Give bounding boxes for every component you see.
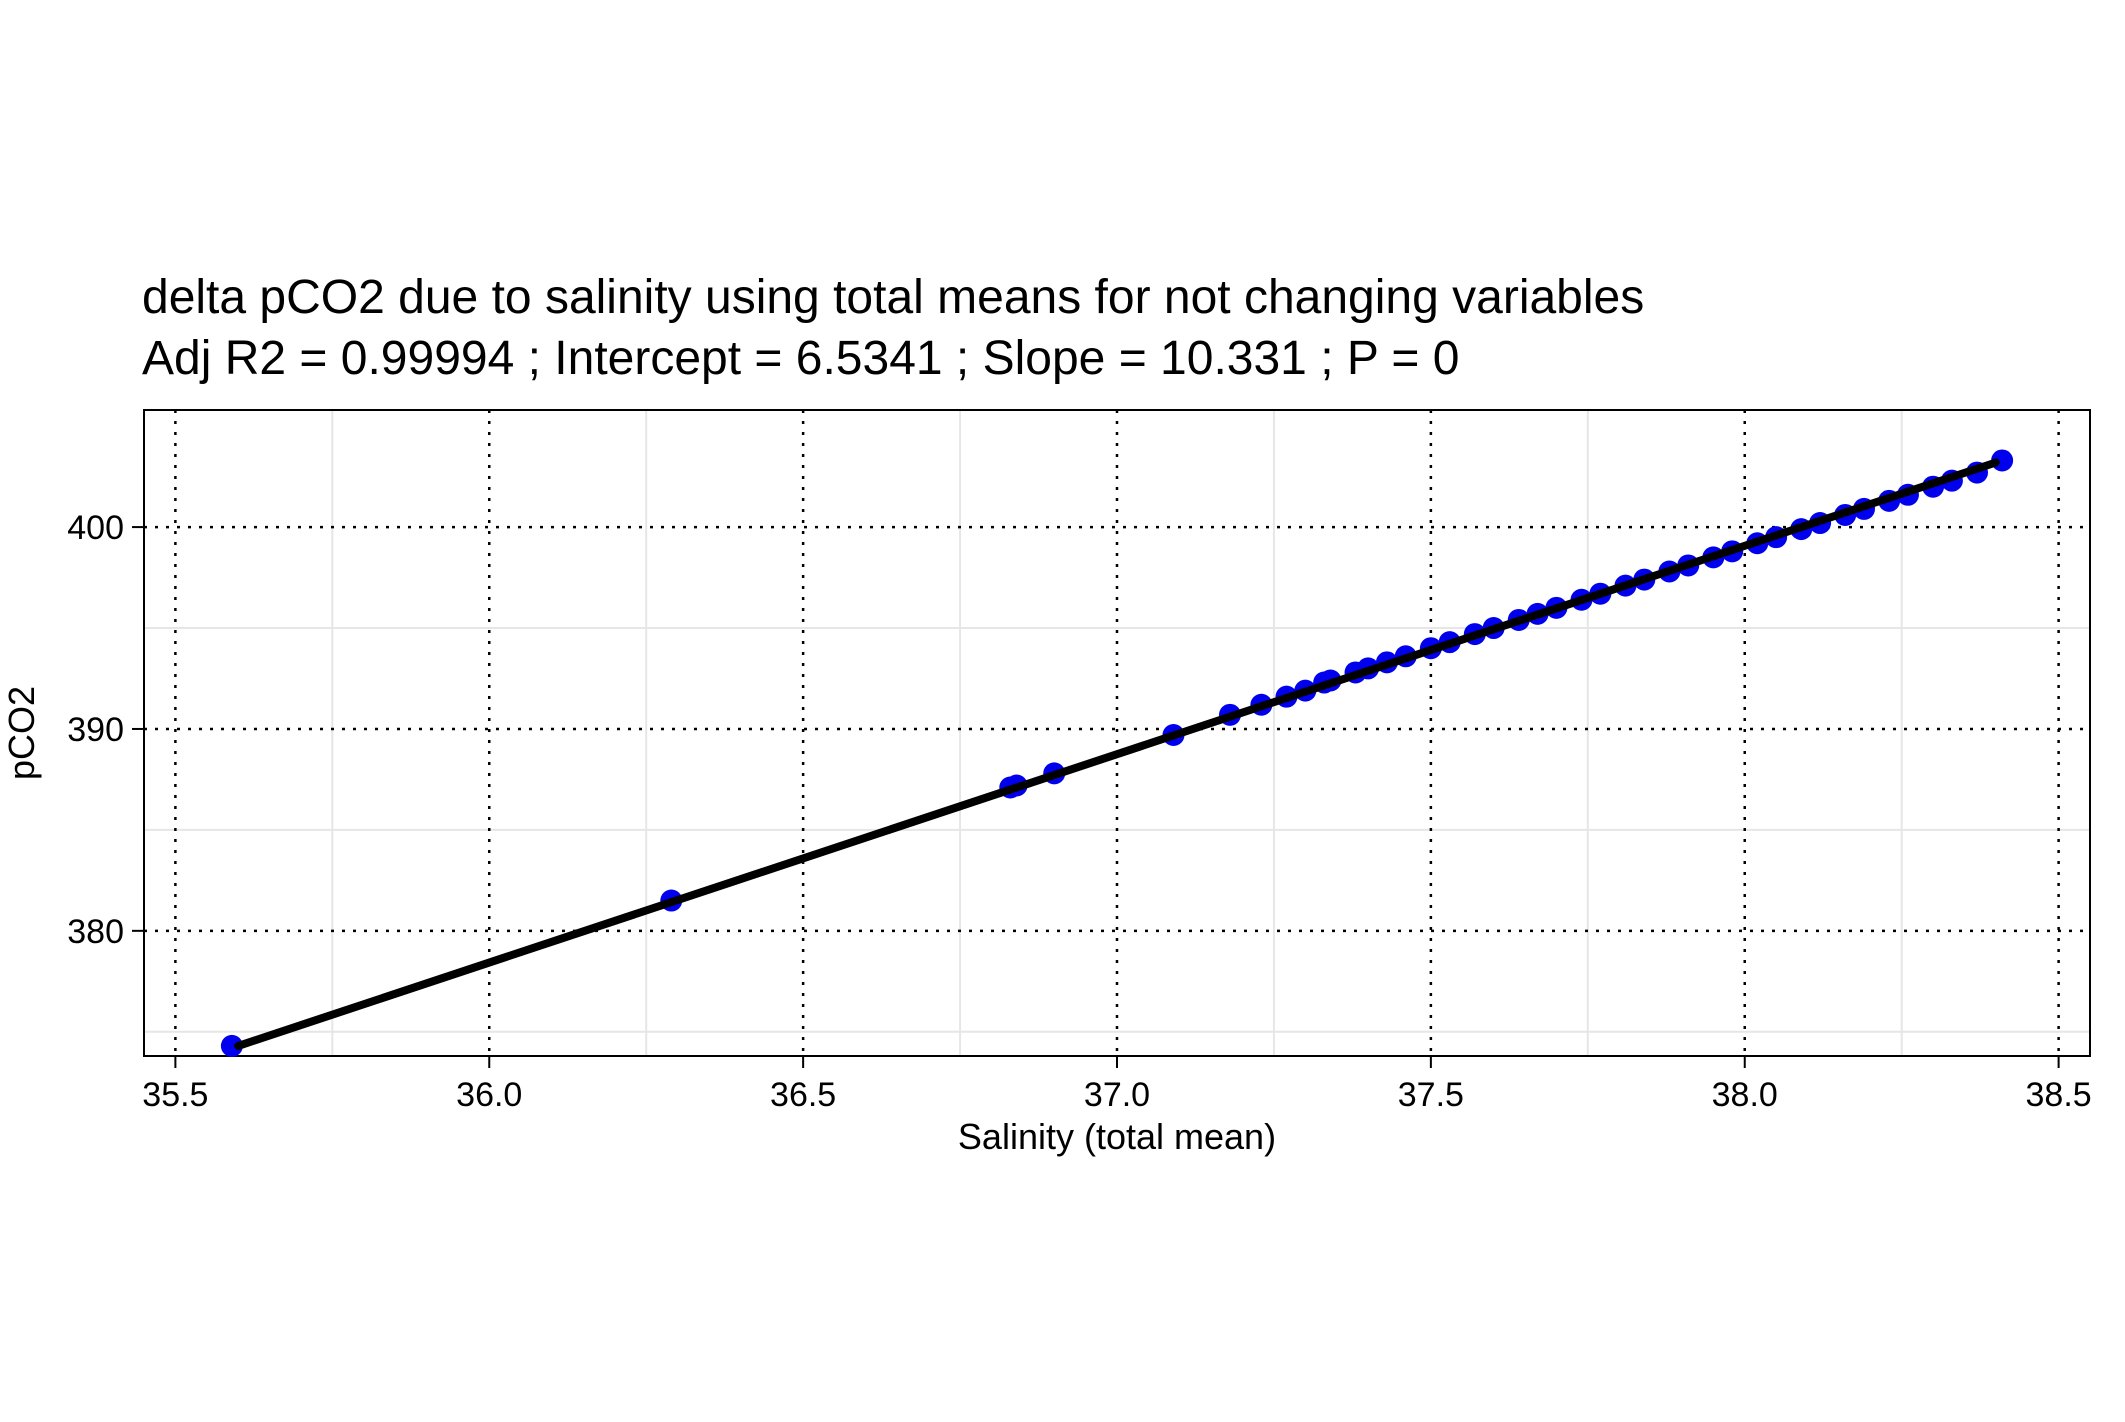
x-tick-label-4: 37.5 — [1398, 1076, 1464, 1114]
x-tick-label-5: 38.0 — [1712, 1076, 1778, 1114]
y-tick-label-2: 400 — [67, 509, 124, 547]
x-tick-label-3: 37.0 — [1084, 1076, 1150, 1114]
x-tick-label-1: 36.0 — [456, 1076, 522, 1114]
y-tick-label-1: 390 — [67, 711, 124, 749]
y-axis-title: pCO2 — [1, 686, 42, 780]
y-tick-label-0: 380 — [67, 913, 124, 951]
chart-title-line-1: delta pCO2 due to salinity using total m… — [142, 271, 1644, 324]
x-axis-title: Salinity (total mean) — [958, 1116, 1276, 1157]
x-tick-label-2: 36.5 — [770, 1076, 836, 1114]
x-tick-label-0: 35.5 — [142, 1076, 208, 1114]
x-tick-label-6: 38.5 — [2026, 1076, 2092, 1114]
chart-title-line-2: Adj R2 = 0.99994 ; Intercept = 6.5341 ; … — [142, 332, 1459, 385]
